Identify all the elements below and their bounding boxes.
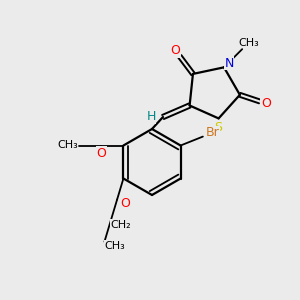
Text: O: O [97, 147, 106, 160]
Text: CH₃: CH₃ [57, 140, 78, 151]
Text: CH₂: CH₂ [110, 220, 131, 230]
Text: O: O [171, 44, 181, 57]
Text: CH₃: CH₃ [104, 241, 125, 251]
Text: O: O [261, 97, 271, 110]
Text: Br: Br [205, 126, 219, 140]
Text: O: O [120, 197, 130, 210]
Text: CH₃: CH₃ [238, 38, 259, 48]
Text: H: H [146, 110, 156, 124]
Text: S: S [214, 121, 223, 134]
Text: N: N [224, 57, 234, 70]
